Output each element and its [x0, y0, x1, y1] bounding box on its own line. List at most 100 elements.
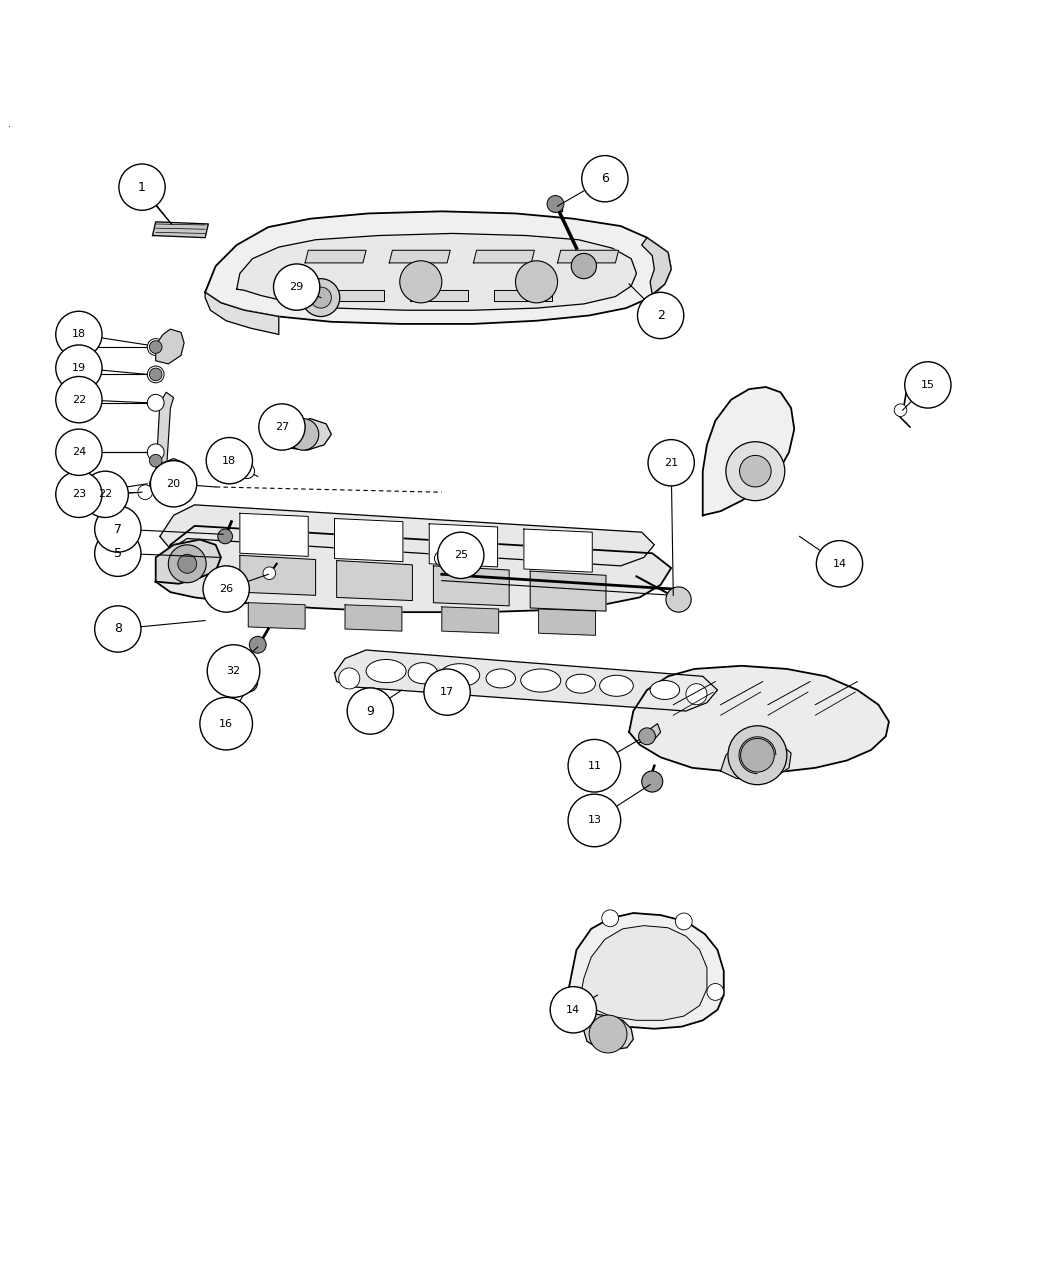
- Text: 9: 9: [366, 705, 375, 718]
- Circle shape: [239, 673, 258, 692]
- Circle shape: [149, 368, 162, 381]
- Text: 7: 7: [114, 523, 122, 536]
- Circle shape: [200, 697, 252, 749]
- Circle shape: [816, 541, 863, 587]
- Circle shape: [95, 530, 141, 577]
- Circle shape: [203, 565, 249, 613]
- Polygon shape: [584, 1013, 633, 1050]
- Polygon shape: [337, 560, 412, 601]
- Polygon shape: [279, 418, 331, 450]
- Polygon shape: [240, 555, 316, 595]
- Circle shape: [240, 464, 255, 478]
- Circle shape: [259, 404, 305, 450]
- Circle shape: [726, 441, 785, 500]
- Polygon shape: [237, 234, 636, 311]
- Text: 32: 32: [226, 666, 241, 677]
- Circle shape: [728, 725, 787, 785]
- Text: 17: 17: [440, 687, 454, 697]
- Circle shape: [568, 739, 621, 792]
- Circle shape: [438, 532, 484, 578]
- Circle shape: [56, 471, 102, 518]
- Polygon shape: [629, 666, 889, 773]
- Polygon shape: [410, 290, 468, 301]
- Circle shape: [147, 444, 164, 460]
- Circle shape: [568, 794, 621, 847]
- Text: 26: 26: [219, 585, 234, 593]
- Circle shape: [95, 606, 141, 652]
- Circle shape: [178, 554, 197, 573]
- Circle shape: [638, 293, 684, 339]
- Polygon shape: [703, 388, 794, 515]
- Polygon shape: [494, 290, 552, 301]
- Text: 16: 16: [219, 719, 234, 729]
- Circle shape: [642, 771, 663, 792]
- Polygon shape: [640, 724, 661, 743]
- Circle shape: [741, 738, 774, 773]
- Circle shape: [571, 253, 596, 279]
- Circle shape: [547, 196, 564, 212]
- Circle shape: [707, 984, 724, 1000]
- Circle shape: [56, 428, 102, 476]
- Circle shape: [249, 637, 266, 654]
- Ellipse shape: [408, 663, 438, 684]
- Ellipse shape: [650, 680, 680, 700]
- Circle shape: [56, 376, 102, 423]
- Polygon shape: [566, 913, 724, 1028]
- Ellipse shape: [366, 660, 406, 683]
- Circle shape: [686, 684, 707, 705]
- Circle shape: [310, 286, 331, 308]
- Text: 14: 14: [566, 1005, 581, 1014]
- Circle shape: [149, 477, 162, 490]
- Text: 5: 5: [114, 546, 122, 560]
- Ellipse shape: [521, 669, 561, 692]
- Text: 8: 8: [114, 623, 122, 636]
- Circle shape: [339, 668, 360, 689]
- Polygon shape: [539, 609, 595, 636]
- Text: 6: 6: [601, 173, 609, 185]
- Polygon shape: [326, 290, 384, 301]
- Circle shape: [675, 913, 692, 930]
- Circle shape: [56, 311, 102, 358]
- Polygon shape: [240, 513, 308, 556]
- Text: 25: 25: [453, 550, 468, 560]
- Circle shape: [147, 339, 164, 356]
- Circle shape: [666, 587, 691, 613]
- Polygon shape: [642, 238, 671, 294]
- Circle shape: [568, 994, 585, 1010]
- Polygon shape: [160, 505, 654, 565]
- Circle shape: [550, 986, 596, 1033]
- Polygon shape: [524, 530, 592, 572]
- Polygon shape: [345, 605, 402, 631]
- Circle shape: [424, 669, 470, 715]
- Circle shape: [347, 688, 393, 734]
- Polygon shape: [153, 221, 208, 238]
- Text: 29: 29: [289, 283, 304, 292]
- Text: 11: 11: [587, 761, 602, 771]
- Polygon shape: [156, 459, 187, 489]
- Circle shape: [287, 418, 319, 450]
- Circle shape: [149, 454, 162, 467]
- Text: 20: 20: [166, 478, 181, 489]
- Text: 19: 19: [72, 363, 86, 373]
- Circle shape: [149, 340, 162, 353]
- Text: 22: 22: [98, 490, 113, 499]
- Text: 18: 18: [72, 330, 86, 339]
- Circle shape: [515, 261, 558, 303]
- Polygon shape: [530, 572, 606, 611]
- Polygon shape: [156, 540, 221, 583]
- Polygon shape: [156, 526, 671, 613]
- Circle shape: [168, 545, 206, 583]
- Text: .: .: [8, 119, 12, 129]
- Polygon shape: [389, 251, 450, 263]
- Polygon shape: [429, 524, 498, 567]
- Circle shape: [147, 394, 164, 412]
- Polygon shape: [305, 251, 366, 263]
- Circle shape: [56, 345, 102, 391]
- Text: 24: 24: [72, 448, 86, 458]
- Ellipse shape: [566, 674, 595, 693]
- Circle shape: [639, 728, 655, 744]
- Circle shape: [263, 567, 276, 579]
- Polygon shape: [156, 393, 174, 480]
- Circle shape: [206, 437, 252, 483]
- Circle shape: [82, 471, 128, 518]
